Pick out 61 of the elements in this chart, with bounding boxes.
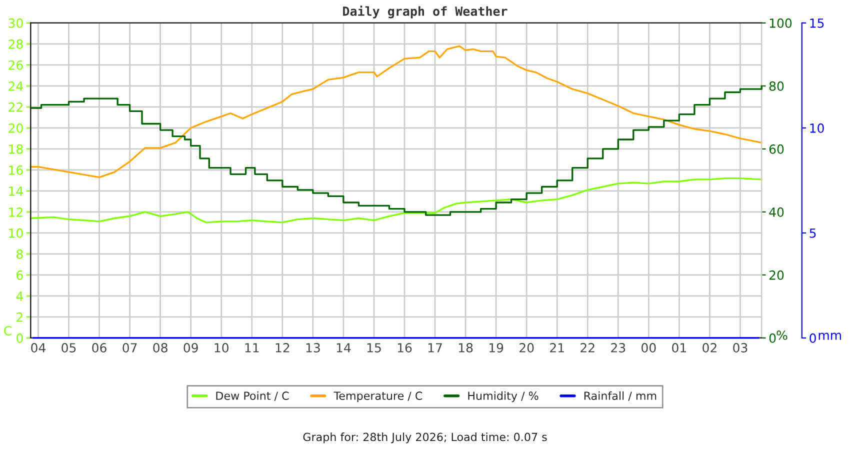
x-tick-label: 17 (428, 343, 442, 352)
y3-tick-label: 5 (810, 228, 816, 238)
y-tick-label: 24 (8, 81, 23, 91)
y2-tick-label: 20 (769, 270, 784, 280)
x-tick-label: 00 (642, 343, 656, 352)
y-tick-label: 2 (16, 312, 22, 322)
x-tick-label: 15 (367, 343, 381, 352)
text: Graph for: 28th July 2026; Load time: 0.07 s (303, 432, 547, 444)
y2-tick-label: 0 (769, 333, 776, 343)
x-tick-label: 18 (458, 343, 473, 352)
x-tick-label: 20 (520, 343, 534, 352)
y-tick-label: 16 (9, 165, 23, 175)
x-tick-label: 19 (489, 343, 504, 352)
y3-tick-label: 15 (810, 18, 824, 28)
y-tick-label: 20 (8, 123, 23, 133)
x-tick-label: 23 (611, 343, 626, 352)
y-tick-label: 22 (8, 102, 22, 112)
y-tick-label: 4 (16, 292, 23, 301)
y3-axis-title: mm (818, 332, 841, 340)
y-tick-label: 30 (8, 18, 23, 28)
x-tick-label: 03 (733, 343, 748, 352)
legend-label: Dew Point / C (216, 391, 289, 401)
y2-axis-title: % (776, 330, 788, 340)
y-tick-label: 6 (16, 270, 23, 280)
y-tick-label: 14 (9, 186, 23, 196)
x-tick-label: 14 (336, 343, 351, 352)
x-tick-label: 22 (580, 343, 594, 352)
y-tick-label: 26 (8, 60, 23, 70)
x-tick-label: 01 (672, 343, 686, 352)
line-series (30, 45, 762, 178)
x-tick-label: 11 (245, 343, 259, 352)
line-series (30, 178, 762, 224)
x-tick-label: 12 (276, 343, 290, 352)
y-axis-title: C (4, 326, 12, 336)
y3-tick-label: 10 (810, 123, 824, 133)
x-tick-label: 04 (31, 343, 46, 352)
y-tick-label: 8 (16, 249, 23, 259)
x-tick-label: 09 (184, 343, 198, 352)
y2-tick-label: 40 (769, 207, 784, 217)
x-tick-label: 06 (92, 343, 106, 352)
x-tick-label: 21 (550, 343, 564, 352)
y2-tick-label: 100 (770, 18, 792, 28)
y2-tick-label: 80 (769, 81, 784, 91)
x-tick-label: 07 (122, 343, 137, 352)
x-tick-label: 05 (62, 343, 76, 352)
y-tick-label: 12 (9, 207, 22, 217)
x-tick-label: 16 (398, 343, 412, 352)
y-tick-label: 28 (8, 39, 23, 49)
legend-label: Humidity / % (468, 391, 538, 402)
x-tick-label: 13 (306, 343, 320, 352)
legend-label: Temperature / C (334, 392, 422, 402)
x-tick-label: 02 (702, 343, 716, 352)
y3-tick-label: 0 (810, 333, 816, 343)
y-tick-label: 0 (16, 333, 23, 343)
legend-label: Rainfall / mm (584, 391, 656, 401)
y-tick-label: 18 (9, 144, 23, 154)
x-tick-label: 10 (214, 343, 228, 352)
x-tick-label: 08 (153, 343, 168, 352)
chart-title: Daily graph of Weather (343, 6, 508, 18)
y-tick-label: 10 (9, 228, 23, 238)
y2-tick-label: 60 (769, 144, 784, 154)
